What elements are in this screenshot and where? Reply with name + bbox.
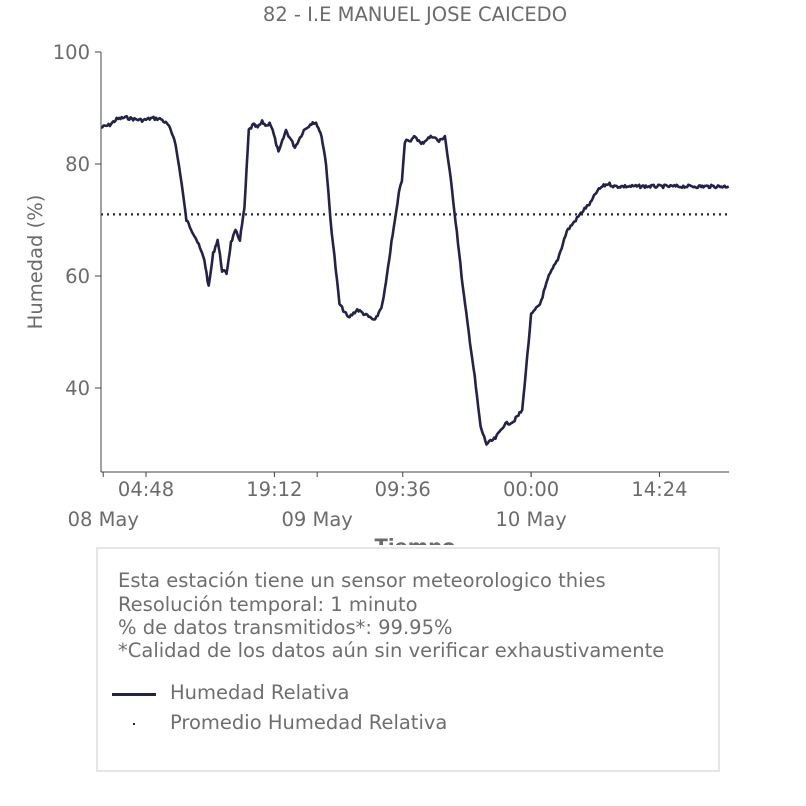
y-tick-label: 80	[65, 153, 90, 176]
legend-label-average: Promedio Humedad Relativa	[170, 711, 448, 734]
humidity-series-line	[100, 115, 730, 446]
humidity-chart: 82 - I.E MANUEL JOSE CAICEDO 40 60 80 100 0…	[24, 3, 730, 545]
info-line-sensor: Esta estación tiene un sensor meteorolog…	[118, 569, 606, 592]
legend-solid-line-swatch	[112, 693, 156, 696]
x-tick-label: 04:48	[118, 478, 174, 501]
x-day-label: 10 May	[495, 508, 566, 531]
x-tick-label: 19:12	[246, 478, 302, 501]
x-axis-label: Tiempo	[375, 535, 456, 545]
chart-title: 82 - I.E MANUEL JOSE CAICEDO	[263, 3, 567, 26]
info-line-transmitted: % de datos transmitidos*: 99.95%	[118, 616, 453, 639]
info-line-quality: *Calidad de los datos aún sin verificar …	[118, 639, 665, 662]
x-tick-label: 14:24	[631, 478, 687, 501]
y-axis-ticks: 40 60 80 100	[53, 41, 101, 400]
legend-dotted-swatch	[133, 723, 135, 725]
info-line-resolution: Resolución temporal: 1 minuto	[118, 593, 418, 616]
x-day-label: 09 May	[282, 508, 353, 531]
y-axis-label: Humedad (%)	[24, 195, 47, 330]
x-day-label: 08 May	[68, 508, 139, 531]
legend-label-humidity: Humedad Relativa	[170, 681, 350, 704]
y-tick-label: 60	[65, 265, 90, 288]
info-legend-box: Esta estación tiene un sensor meteorolog…	[96, 547, 720, 772]
y-tick-label: 40	[65, 377, 90, 400]
x-axis-ticks: 04:48 19:12 09:36 00:00 14:24	[118, 472, 688, 501]
y-tick-label: 100	[53, 41, 90, 64]
x-tick-label: 00:00	[503, 478, 559, 501]
x-tick-label: 09:36	[375, 478, 431, 501]
x-axis-day-labels: 08 May 09 May 10 May	[68, 472, 567, 531]
